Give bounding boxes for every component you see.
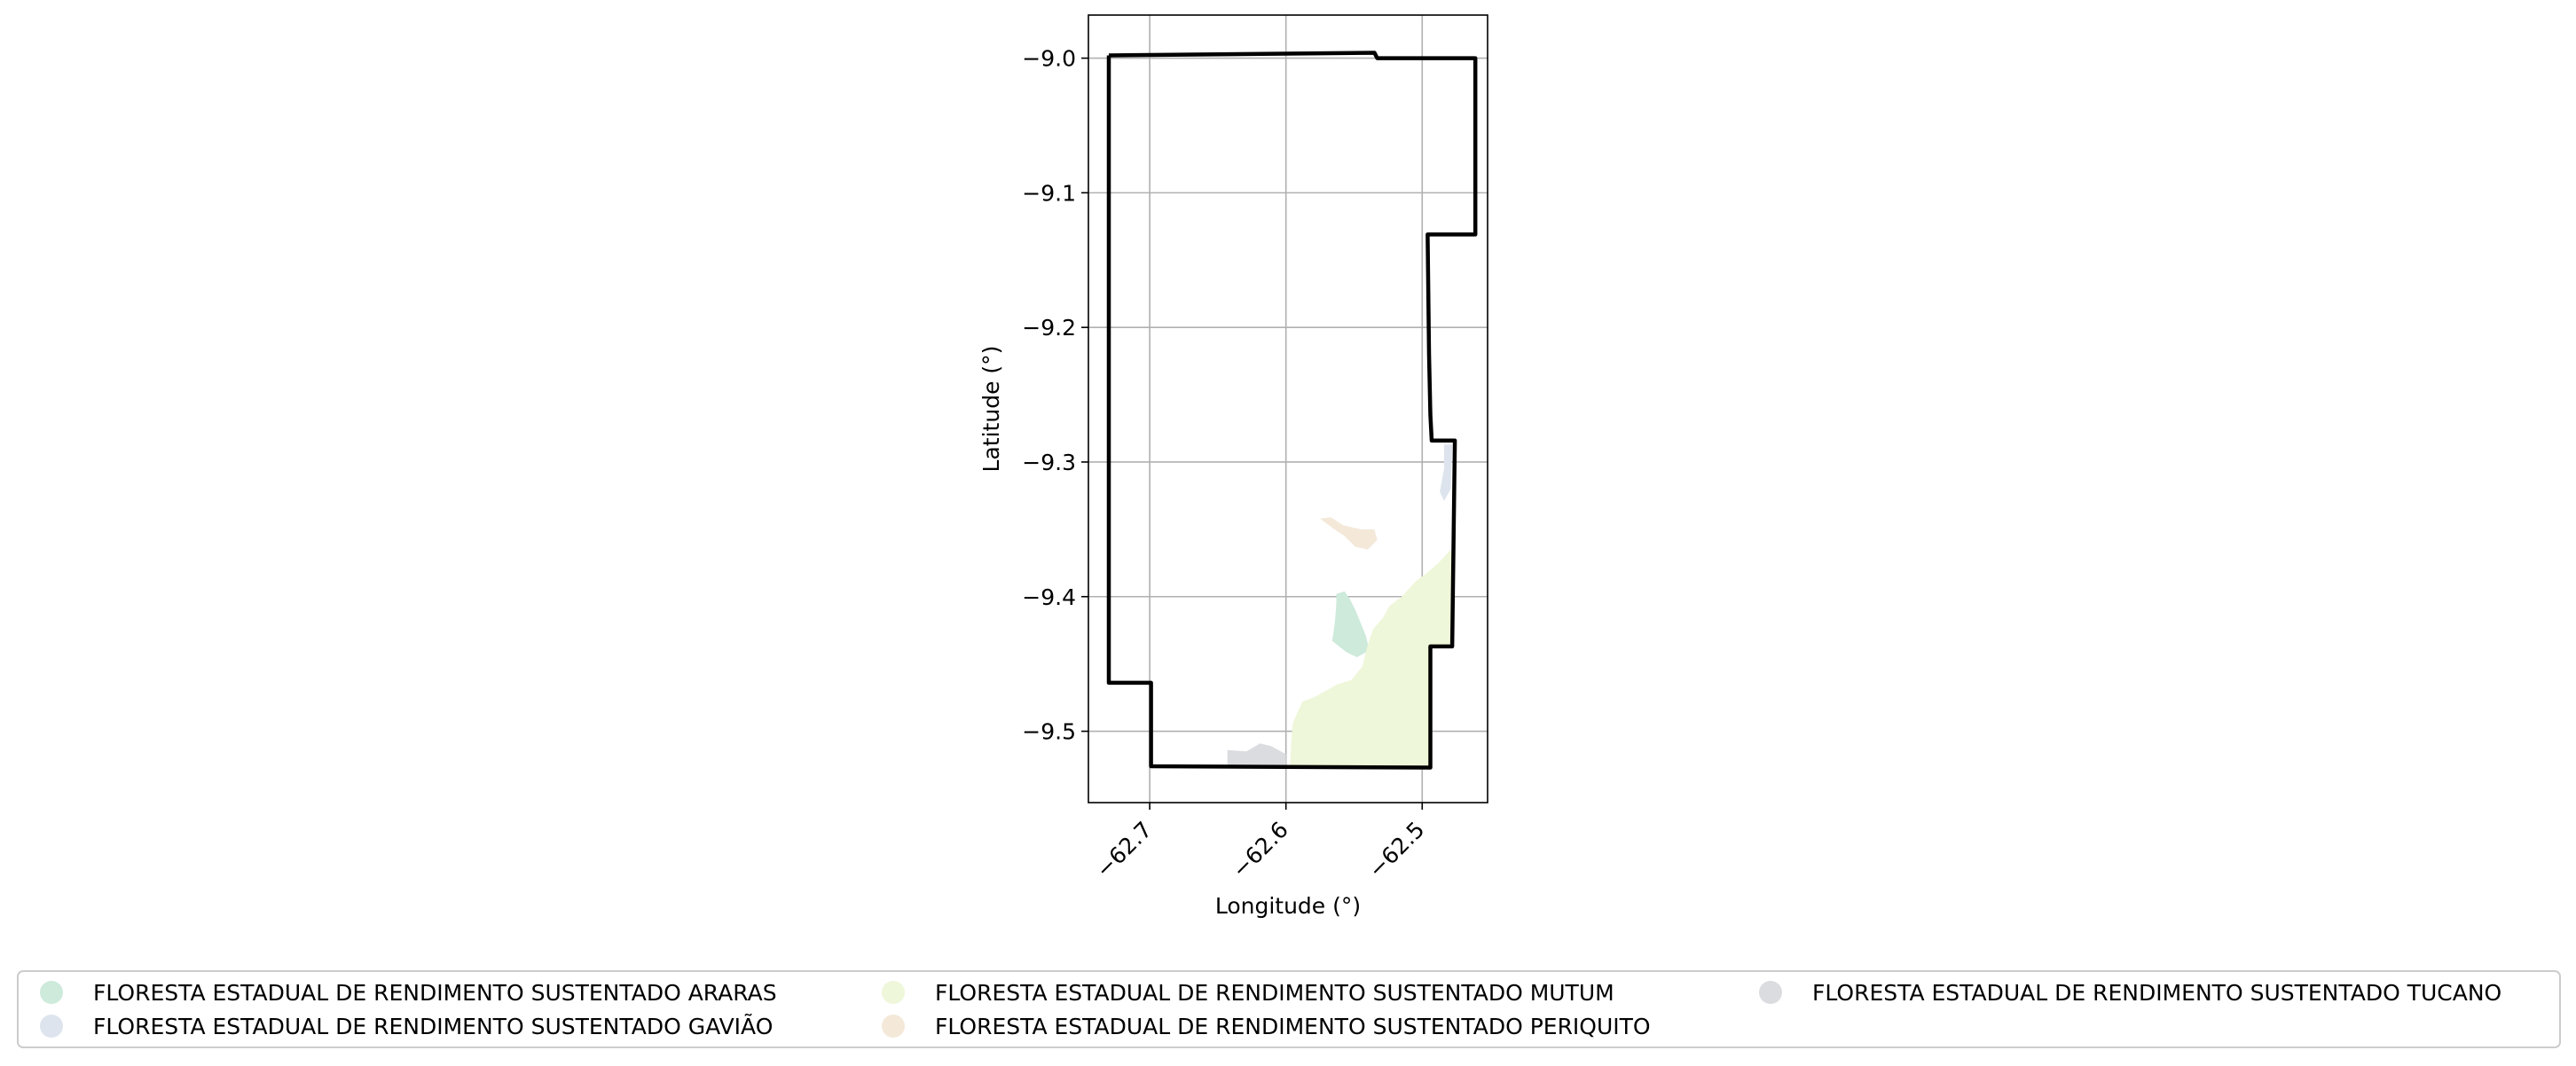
axes-frame <box>1088 14 1488 803</box>
y-tick-label: −9.4 <box>1022 584 1076 610</box>
y-tick-label: −9.5 <box>1022 719 1076 745</box>
x-tick-label: −62.6 <box>1227 817 1293 883</box>
boundary-line <box>1106 51 1478 770</box>
legend-frame <box>17 970 2561 1048</box>
y-axis-label: Latitude (°) <box>978 346 1004 473</box>
y-tick-label: −9.3 <box>1022 450 1076 475</box>
y-tick-label: −9.2 <box>1022 315 1076 341</box>
legend-marker <box>40 981 63 1004</box>
legend-label: FLORESTA ESTADUAL DE RENDIMENTO SUSTENTA… <box>935 980 1614 1006</box>
grid-lines <box>1088 15 1488 803</box>
area-polygon <box>1227 743 1286 766</box>
legend-item: FLORESTA ESTADUAL DE RENDIMENTO SUSTENTA… <box>882 980 1614 1006</box>
x-tick-label: −62.5 <box>1363 817 1430 883</box>
legend-item: FLORESTA ESTADUAL DE RENDIMENTO SUSTENTA… <box>882 1014 1651 1039</box>
protected-areas <box>1227 444 1454 768</box>
y-tick-label: −9.0 <box>1022 46 1076 72</box>
legend-item: FLORESTA ESTADUAL DE RENDIMENTO SUSTENTA… <box>40 980 777 1006</box>
legend-marker <box>40 1015 63 1038</box>
y-axis-ticks: −9.0 −9.1 −9.2 −9.3 −9.4 −9.5 <box>1022 46 1088 745</box>
legend-marker <box>1759 981 1782 1004</box>
area-polygon <box>1290 549 1454 768</box>
x-axis-ticks: −62.7 −62.6 −62.5 <box>1091 803 1430 882</box>
area-polygon <box>1331 591 1370 658</box>
y-tick-label: −9.1 <box>1022 180 1076 206</box>
legend-label: FLORESTA ESTADUAL DE RENDIMENTO SUSTENTA… <box>93 980 777 1006</box>
legend-item: FLORESTA ESTADUAL DE RENDIMENTO SUSTENTA… <box>1759 980 2501 1006</box>
area-polygon <box>1320 517 1378 550</box>
legend-item: FLORESTA ESTADUAL DE RENDIMENTO SUSTENTA… <box>40 1013 773 1039</box>
legend-label: FLORESTA ESTADUAL DE RENDIMENTO SUSTENTA… <box>1812 980 2501 1006</box>
legend-label: FLORESTA ESTADUAL DE RENDIMENTO SUSTENTA… <box>93 1013 773 1039</box>
legend-label: FLORESTA ESTADUAL DE RENDIMENTO SUSTENTA… <box>935 1014 1651 1039</box>
x-axis-label: Longitude (°) <box>1215 893 1361 919</box>
boundary-outline <box>1106 51 1478 770</box>
x-tick-label: −62.7 <box>1091 817 1158 883</box>
area-polygon <box>1440 444 1453 501</box>
legend-marker <box>882 981 905 1004</box>
legend: FLORESTA ESTADUAL DE RENDIMENTO SUSTENTA… <box>17 970 2561 1048</box>
legend-marker <box>882 1015 905 1038</box>
